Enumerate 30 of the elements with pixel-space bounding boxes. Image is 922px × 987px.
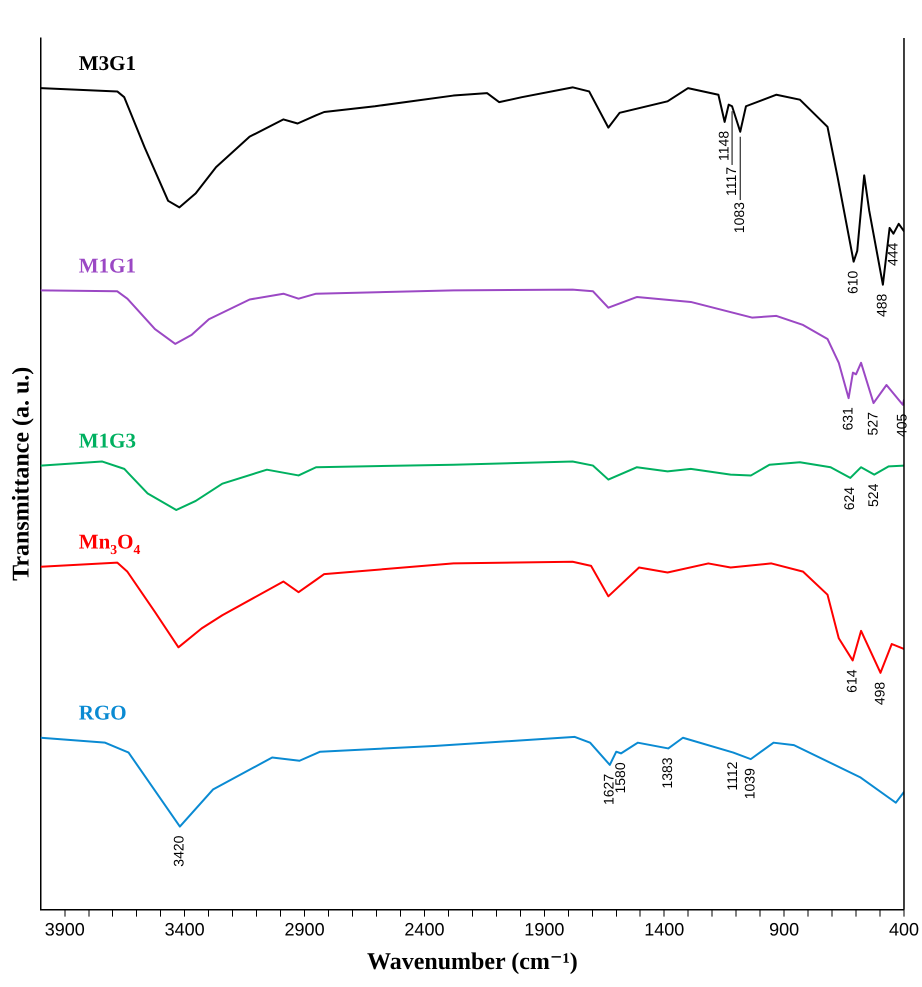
annotation: 1148 xyxy=(715,130,732,161)
annotation: 631 xyxy=(839,406,856,431)
x-axis-title: Wavenumber (cm⁻¹) xyxy=(367,948,578,975)
x-tick-label: 1400 xyxy=(644,919,684,940)
annotation: 614 xyxy=(844,669,860,693)
annotation: 524 xyxy=(865,483,882,507)
series-label: RGO xyxy=(78,700,127,725)
annotation: 488 xyxy=(874,293,890,318)
annotation: 1112 xyxy=(724,761,740,791)
series-label: M3G1 xyxy=(78,51,136,76)
x-tick-label: 3900 xyxy=(44,919,85,940)
x-tick-label: 900 xyxy=(769,919,800,940)
annotation: 1383 xyxy=(659,757,676,789)
series-label: M1G3 xyxy=(78,428,136,453)
x-tick-label: 400 xyxy=(888,919,920,940)
annotation: 527 xyxy=(864,412,880,436)
annotation: 3420 xyxy=(170,835,187,867)
x-tick-label: 2900 xyxy=(284,919,325,940)
x-tick-label: 1900 xyxy=(524,919,564,940)
x-tick-label: 2400 xyxy=(404,919,444,940)
annotation: 444 xyxy=(884,242,900,266)
annotation: 1039 xyxy=(742,768,758,800)
annotation: 1083 xyxy=(731,202,748,234)
series-label: M1G1 xyxy=(78,253,136,278)
annotation: 498 xyxy=(871,682,888,706)
y-axis-title: Transmittance (a. u.) xyxy=(8,366,35,581)
annotation: 624 xyxy=(841,486,858,510)
x-tick-label: 3400 xyxy=(164,919,205,940)
annotation: 610 xyxy=(844,270,860,294)
annotation: 1117 xyxy=(722,166,739,196)
